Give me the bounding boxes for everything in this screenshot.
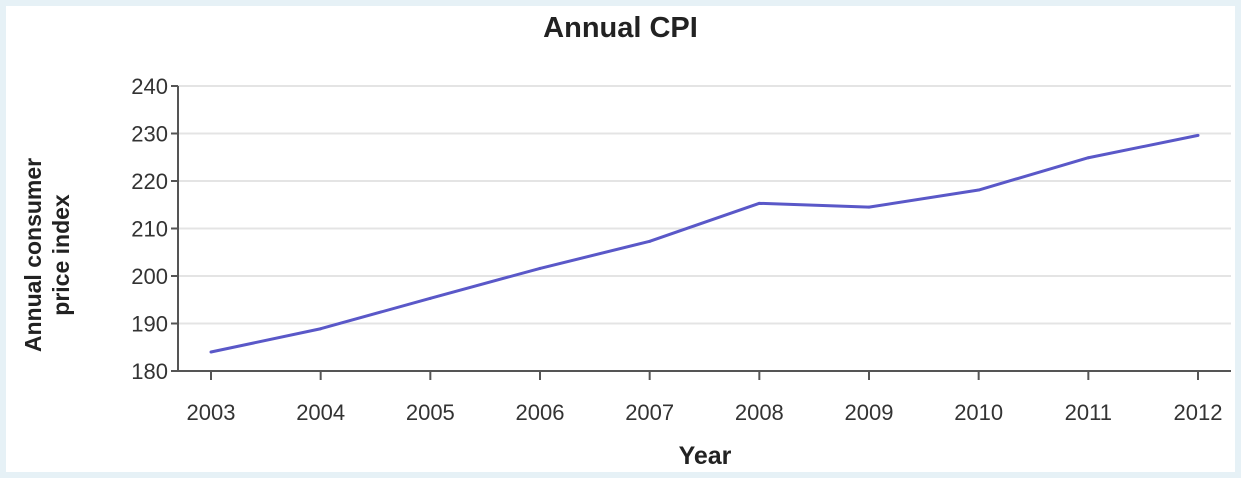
y-tick-label-220: 220: [131, 169, 168, 194]
x-tick-label-2004: 2004: [296, 400, 345, 425]
chart-panel: [6, 6, 1235, 472]
data-point-2005: [428, 296, 432, 300]
y-tick-label-180: 180: [131, 359, 168, 384]
y-tick-label-230: 230: [131, 122, 168, 147]
x-axis-ticks: 2003 2004 2005 2006 2007 2008 2009 2010 2011 2012: [187, 371, 1223, 425]
x-tick-label-2003: 2003: [187, 400, 236, 425]
x-axis-title: Year: [678, 442, 732, 470]
data-point-2010: [977, 188, 981, 192]
x-tick-label-2009: 2009: [845, 400, 894, 425]
x-tick-label-2007: 2007: [625, 400, 674, 425]
x-tick-label-2005: 2005: [406, 400, 455, 425]
x-tick-label-2010: 2010: [954, 400, 1003, 425]
data-point-2004: [319, 327, 323, 331]
gridlines: [178, 85, 1231, 325]
y-tick-label-200: 200: [131, 264, 168, 289]
data-point-2003: [209, 350, 213, 354]
x-tick-label-2012: 2012: [1174, 400, 1223, 425]
data-point-2006: [538, 266, 542, 270]
data-point-2012: [1196, 133, 1200, 137]
series-layer: [209, 133, 1200, 354]
y-tick-label-240: 240: [131, 74, 168, 99]
y-tick-label-210: 210: [131, 217, 168, 242]
series-line-0: [210, 133, 1199, 354]
data-point-2007: [648, 239, 652, 243]
data-point-2008: [757, 201, 761, 205]
x-tick-label-2008: 2008: [735, 400, 784, 425]
y-axis-ticks: 180 190 200 210 220 230 240: [131, 74, 178, 384]
chart-title: Annual CPI: [543, 12, 698, 44]
data-point-2009: [867, 205, 871, 209]
data-point-2011: [1086, 156, 1090, 160]
x-tick-label-2011: 2011: [1065, 400, 1112, 425]
y-tick-label-190: 190: [131, 312, 168, 337]
x-tick-label-2006: 2006: [516, 400, 565, 425]
